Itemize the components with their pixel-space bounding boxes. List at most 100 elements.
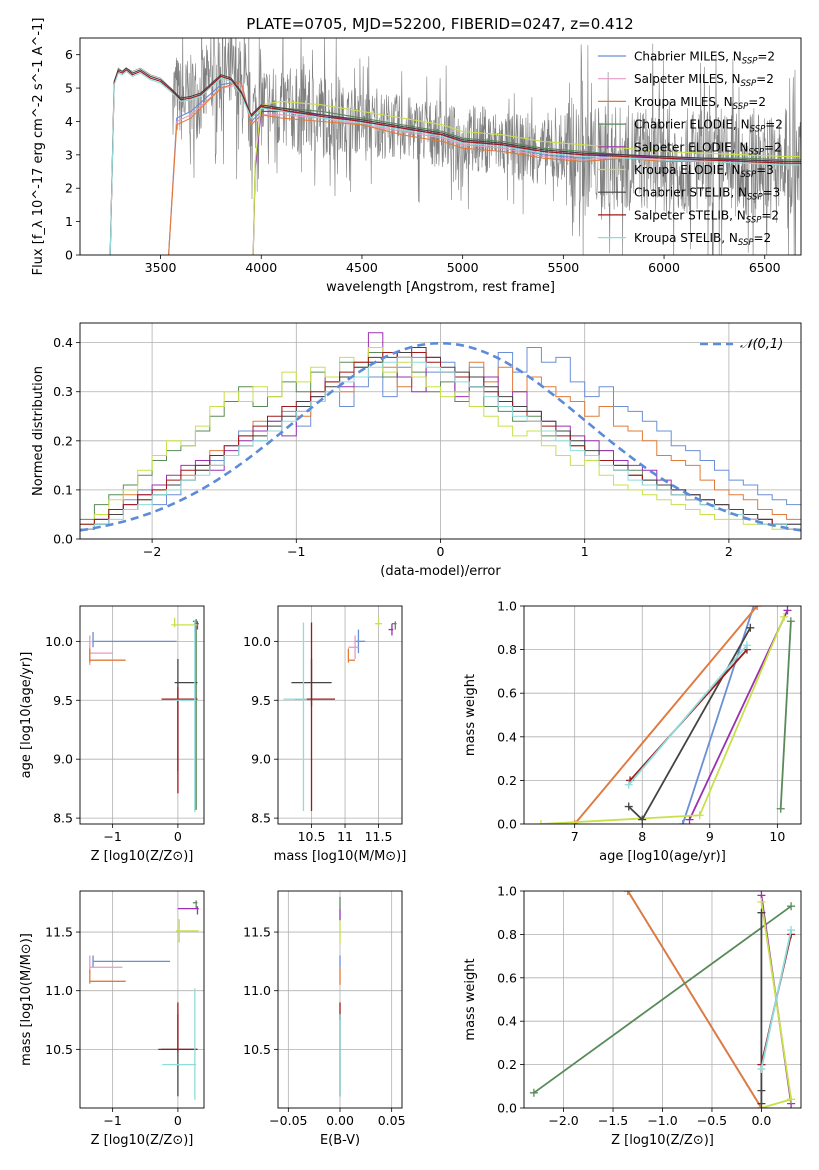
legend-value: =2 bbox=[748, 95, 766, 109]
weight-marker-chabrier_elodie bbox=[787, 902, 796, 911]
panel-age_weight: 7 8 9 10 0.0 0.2 0.4 0.6 0.8 1.0 age [log10(age/yr… bbox=[463, 599, 802, 864]
y-axis-label: Normed distribution bbox=[31, 366, 46, 496]
legend-label-salpeter_elodie: Salpeter ELODIE, NSSP=2 bbox=[634, 140, 782, 157]
spectrum-model-chabrier_stelib bbox=[109, 67, 801, 255]
y-tick-label: 3 bbox=[65, 147, 73, 162]
y-tick-label: 9.0 bbox=[251, 752, 271, 767]
y-tick-label: 0.4 bbox=[53, 335, 73, 350]
panel-residuals: −2 −1 0 1 2 0.0 0.1 0.2 0.3 0.4 (data-model)/error… bbox=[31, 322, 802, 579]
panels-layer: 3500 4000 4500 5000 5500 6000 6500 0 1 2 3 4 5 6 wavel… bbox=[19, 18, 802, 1148]
y-tick-label: 9.5 bbox=[53, 693, 73, 708]
axes-frame bbox=[79, 322, 802, 540]
x-tick-label: 1 bbox=[581, 544, 589, 559]
legend-value: =2 bbox=[757, 50, 775, 64]
legend-value: =2 bbox=[761, 208, 779, 222]
legend-label-chabrier_elodie: Chabrier ELODIE, NSSP=2 bbox=[634, 118, 783, 135]
histogram-kroupa_elodie bbox=[80, 347, 801, 530]
weight-marker-kroupa_stelib bbox=[787, 926, 796, 935]
x-tick-label: −2.0 bbox=[548, 1113, 578, 1128]
plot-area bbox=[80, 323, 801, 539]
plot-area bbox=[109, 38, 801, 255]
spectrum-model-kroupa_miles bbox=[168, 80, 801, 255]
y-tick-label: 0.6 bbox=[497, 970, 517, 985]
y-tick-label: 1.0 bbox=[497, 599, 517, 614]
y-tick-label: 8.5 bbox=[251, 811, 271, 826]
legend-value: =3 bbox=[763, 186, 781, 200]
y-tick-label: 11.0 bbox=[45, 983, 73, 998]
y-axis-label: mass weight bbox=[463, 958, 478, 1040]
weight-marker-kroupa_elodie bbox=[536, 820, 545, 824]
panel-z_mass: −1 0 10.5 11.0 11.5 Z [log10(Z/Z⊙)] mass [log1… bbox=[19, 890, 205, 1148]
x-axis-label: wavelength [Angstrom, rest frame] bbox=[326, 280, 555, 295]
weight-marker-kroupa_miles bbox=[753, 606, 762, 610]
weight-marker-salpeter_elodie bbox=[783, 606, 792, 615]
legend-subscript: SSP bbox=[733, 102, 749, 112]
x-tick-label: 0.0 bbox=[751, 1113, 771, 1128]
y-tick-label: 1.0 bbox=[497, 884, 517, 899]
legend-value: =2 bbox=[764, 140, 782, 154]
legend-label-chabrier_stelib: Chabrier STELIB, NSSP=3 bbox=[634, 186, 780, 203]
x-axis-label: Z [log10(Z/Z⊙)] bbox=[91, 1133, 194, 1148]
y-tick-label: 0 bbox=[65, 248, 73, 263]
axes-frame bbox=[79, 37, 802, 256]
weight-marker-chabrier_stelib bbox=[624, 802, 633, 811]
spectrum-model-kroupa_elodie bbox=[252, 100, 801, 255]
plot-area bbox=[524, 606, 801, 824]
y-tick-label: 0.4 bbox=[497, 1014, 517, 1029]
x-tick-label: 9 bbox=[706, 829, 714, 844]
y-axis-label: mass weight bbox=[463, 674, 478, 756]
x-axis-label: mass [log10(M/M⊙)] bbox=[274, 849, 407, 864]
legend-label-chabrier_miles: Chabrier MILES, NSSP=2 bbox=[634, 50, 775, 67]
spectrum-model-salpeter_stelib bbox=[109, 68, 801, 255]
x-tick-label: 3500 bbox=[145, 260, 177, 275]
legend-value: =3 bbox=[756, 163, 774, 177]
y-axis-label: age [log10(age/yr)] bbox=[19, 652, 34, 779]
plot-area bbox=[278, 891, 402, 1108]
weight-marker-kroupa_miles bbox=[623, 891, 632, 895]
y-tick-label: 0.1 bbox=[53, 482, 73, 497]
weight-marker-kroupa_elodie bbox=[695, 811, 704, 820]
weight-marker-chabrier_elodie bbox=[776, 804, 785, 813]
x-tick-label: 6000 bbox=[648, 260, 680, 275]
weight-line-chabrier_elodie bbox=[533, 905, 792, 1094]
legend-label-kroupa_elodie: Kroupa ELODIE, NSSP=3 bbox=[634, 163, 774, 180]
x-tick-label: 6500 bbox=[749, 260, 781, 275]
legend-subscript: SSP bbox=[750, 125, 766, 135]
x-tick-label: 2 bbox=[725, 544, 733, 559]
y-tick-label: 5 bbox=[65, 81, 73, 96]
y-tick-label: 10.5 bbox=[243, 1042, 271, 1057]
x-tick-label: 5000 bbox=[447, 260, 479, 275]
weight-marker-kroupa_elodie bbox=[787, 1095, 796, 1104]
legend-subscript: SSP bbox=[741, 170, 757, 180]
y-tick-label: 11.5 bbox=[45, 925, 73, 940]
y-tick-label: 11.5 bbox=[243, 925, 271, 940]
x-tick-label: −0.5 bbox=[697, 1113, 727, 1128]
histogram-chabrier_stelib bbox=[80, 347, 801, 530]
panel-spectrum: 3500 4000 4500 5000 5500 6000 6500 0 1 2 3 4 5 6 wavel… bbox=[31, 18, 802, 295]
y-tick-label: 2 bbox=[65, 181, 73, 196]
legend-label-normal: 𝒩(0,1) bbox=[740, 337, 783, 352]
legend-label-salpeter_miles: Salpeter MILES, NSSP=2 bbox=[634, 72, 774, 89]
weight-marker-chabrier_elodie bbox=[786, 617, 795, 626]
x-tick-label: 4500 bbox=[346, 260, 378, 275]
weight-line-kroupa_miles bbox=[627, 891, 763, 1108]
y-tick-label: 8.5 bbox=[53, 811, 73, 826]
weight-marker-salpeter_elodie bbox=[685, 815, 694, 824]
panel-z_age: −1 0 8.5 9.0 9.5 10.0 Z [log10(Z/Z⊙)] age [log1… bbox=[19, 605, 205, 864]
x-tick-label: 5500 bbox=[547, 260, 579, 275]
x-tick-label: −0.05 bbox=[269, 1113, 307, 1128]
plot-area bbox=[524, 891, 801, 1108]
y-tick-label: 6 bbox=[65, 47, 73, 62]
legend-subscript: SSP bbox=[741, 79, 757, 89]
y-tick-label: 0.6 bbox=[497, 686, 517, 701]
legend-value: =2 bbox=[756, 72, 774, 86]
weight-marker-chabrier_stelib bbox=[757, 1099, 766, 1108]
x-tick-label: −1 bbox=[103, 829, 121, 844]
axes-frame bbox=[79, 605, 205, 825]
weight-marker-chabrier_stelib bbox=[757, 1086, 766, 1095]
axes-frame bbox=[523, 890, 802, 1109]
x-tick-label: −1.5 bbox=[598, 1113, 628, 1128]
y-tick-label: 0.8 bbox=[497, 642, 517, 657]
weight-marker-chabrier_elodie bbox=[529, 1088, 538, 1097]
y-tick-label: 10.5 bbox=[45, 1042, 73, 1057]
